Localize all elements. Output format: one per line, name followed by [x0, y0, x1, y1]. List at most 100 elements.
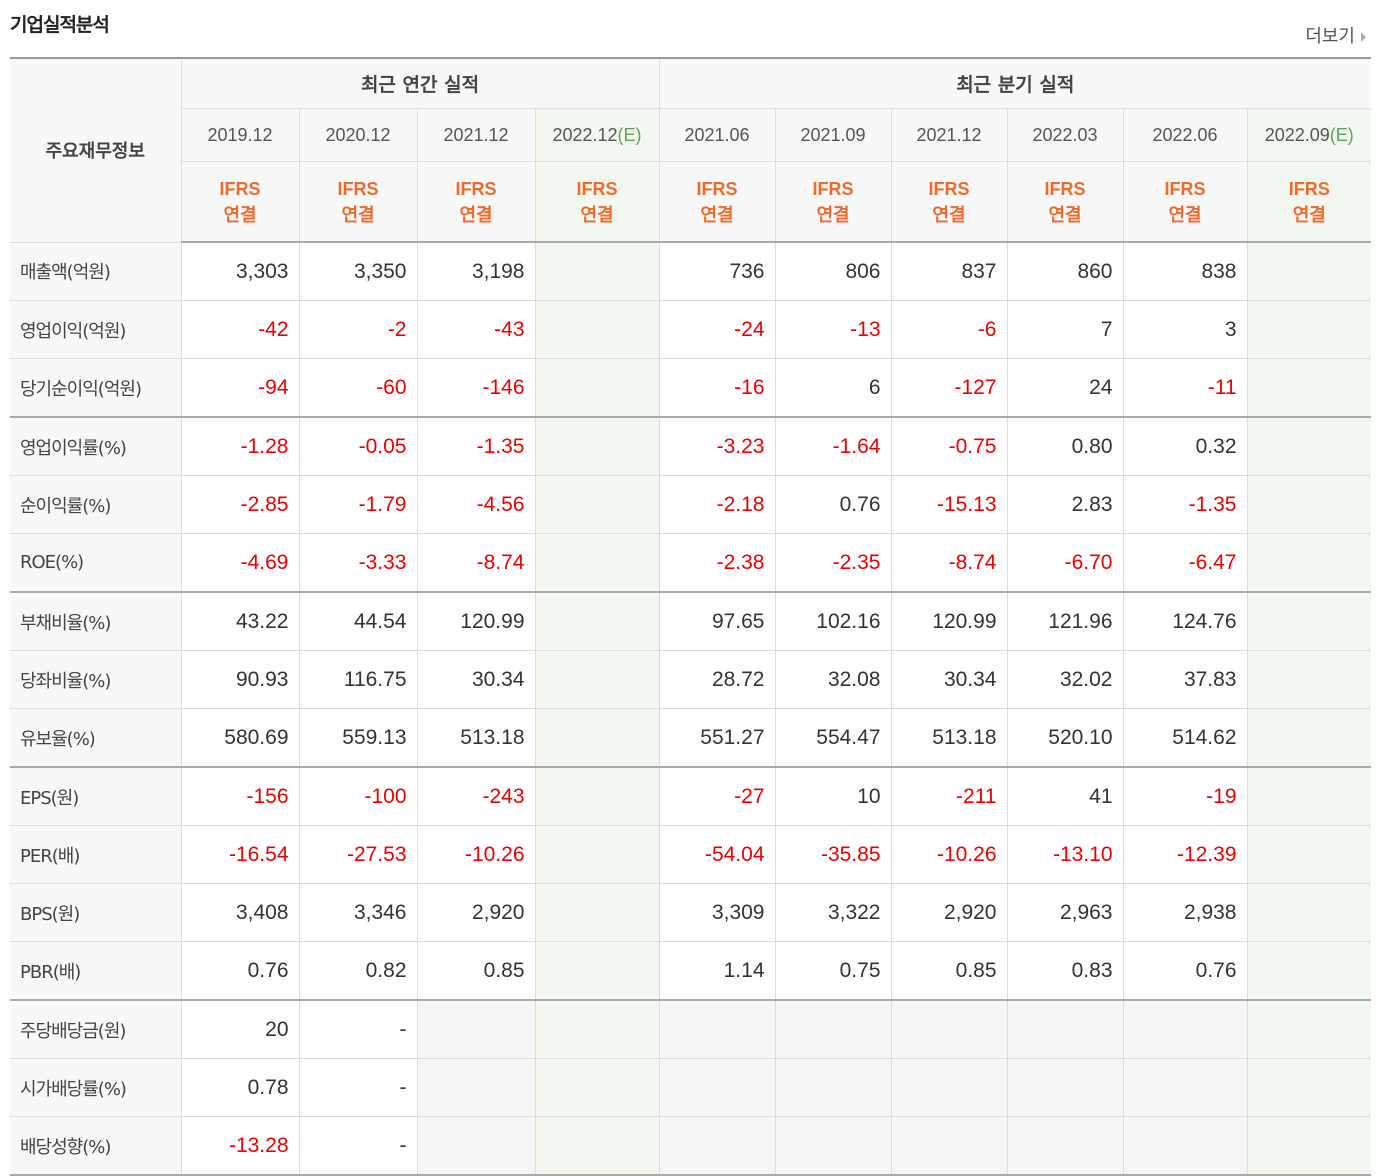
accounting-standard: IFRS — [1044, 178, 1086, 199]
value-cell: 0.85 — [890, 941, 1008, 1001]
value-cell: -8.74 — [890, 533, 1008, 593]
value-cell: 2.83 — [1006, 475, 1124, 534]
value-cell: 0.85 — [416, 941, 536, 1001]
value-cell — [1122, 999, 1248, 1059]
data-row: 당기순이익(억원) -94 -60 -146 -16 6 -127 24 -11 — [10, 358, 1372, 418]
value-cell: 7 — [1006, 300, 1124, 359]
value-cell: 559.13 — [298, 708, 418, 768]
value-cell — [1246, 300, 1372, 359]
value-cell: 0.78 — [180, 1058, 300, 1117]
header-row: 주요재무정보 최근 연간 실적 최근 분기 실적 — [10, 57, 1372, 243]
data-row: 시가배당률(%) 0.78- — [10, 1058, 1372, 1117]
value-cell — [774, 1116, 892, 1176]
row-label: 영업이익(억원) — [10, 300, 182, 359]
value-cell: -94 — [180, 358, 300, 418]
value-cell: 837 — [890, 241, 1008, 301]
row-label: 매출액(억원) — [10, 241, 182, 301]
value-cell: -2 — [298, 300, 418, 359]
value-cell — [1246, 825, 1372, 884]
data-row: BPS(원) 3,408 3,346 2,920 3,309 3,322 2,920 2,96… — [10, 883, 1372, 942]
value-cell: -19 — [1122, 766, 1248, 826]
value-cell: 2,920 — [890, 883, 1008, 942]
value-cell: 520.10 — [1006, 708, 1124, 768]
value-cell: 28.72 — [658, 650, 776, 709]
group-header: 최근 분기 실적 — [658, 57, 1372, 109]
consolidation-scope: 연결 — [932, 204, 966, 225]
value-cell — [534, 999, 660, 1059]
value-cell — [890, 1058, 1008, 1117]
estimate-mark: (E) — [617, 124, 642, 145]
value-cell: -43 — [416, 300, 536, 359]
row-label: 당기순이익(억원) — [10, 358, 182, 418]
value-cell: -2.18 — [658, 475, 776, 534]
accounting-standard: IFRS — [696, 178, 738, 199]
value-cell: -127 — [890, 358, 1008, 418]
period: 2021.06 — [684, 124, 750, 145]
period-header: 2021.09 — [774, 108, 892, 162]
value-cell — [534, 591, 660, 651]
value-cell — [534, 825, 660, 884]
value-cell: 3,303 — [180, 241, 300, 301]
more-link[interactable]: 더보기 — [1305, 22, 1366, 48]
value-cell: -13 — [774, 300, 892, 359]
basis-header: IFRS 연결 — [658, 161, 776, 243]
value-cell: 10 — [774, 766, 892, 826]
value-cell: 838 — [1122, 241, 1248, 301]
row-header: 주요재무정보 — [10, 57, 182, 243]
value-cell: 3 — [1122, 300, 1248, 359]
value-cell: 580.69 — [180, 708, 300, 768]
data-row: 당좌비율(%) 90.93 116.75 30.34 28.72 32.08 30.34 32… — [10, 650, 1372, 709]
data-row: PER(배) -16.54 -27.53 -10.26 -54.04 -35.85 -10.… — [10, 825, 1372, 884]
value-cell — [1246, 416, 1372, 476]
period: 2022.06 — [1152, 124, 1218, 145]
consolidation-scope: 연결 — [580, 204, 614, 225]
value-cell — [1246, 533, 1372, 593]
value-cell: -1.35 — [416, 416, 536, 476]
period: 2022.03 — [1032, 124, 1098, 145]
value-cell: 0.76 — [180, 941, 300, 1001]
value-cell: 3,408 — [180, 883, 300, 942]
row-label: 영업이익률(%) — [10, 416, 182, 476]
value-cell: -3.33 — [298, 533, 418, 593]
value-cell — [658, 1116, 776, 1176]
value-cell — [534, 475, 660, 534]
value-cell — [1246, 708, 1372, 768]
value-cell — [416, 1058, 536, 1117]
row-label: 시가배당률(%) — [10, 1058, 182, 1117]
value-cell: 44.54 — [298, 591, 418, 651]
period: 2022.09 — [1264, 124, 1330, 145]
value-cell: 120.99 — [890, 591, 1008, 651]
row-label: EPS(원) — [10, 766, 182, 826]
value-cell — [534, 358, 660, 418]
value-cell: 37.83 — [1122, 650, 1248, 709]
data-row: 영업이익(억원) -42 -2 -43 -24 -13 -6 7 3 — [10, 300, 1372, 359]
value-cell: -27 — [658, 766, 776, 826]
value-cell: 3,309 — [658, 883, 776, 942]
period-header: 2022.06 — [1122, 108, 1248, 162]
value-cell: 513.18 — [416, 708, 536, 768]
accounting-standard: IFRS — [455, 178, 497, 199]
value-cell: -1.28 — [180, 416, 300, 476]
value-cell: -6.70 — [1006, 533, 1124, 593]
value-cell: 0.80 — [1006, 416, 1124, 476]
period: 2022.12 — [552, 124, 618, 145]
value-cell: 124.76 — [1122, 591, 1248, 651]
value-cell: 43.22 — [180, 591, 300, 651]
period-header: 2022.03 — [1006, 108, 1124, 162]
value-cell — [416, 1116, 536, 1176]
data-row: PBR(배) 0.76 0.82 0.85 1.14 0.75 0.85 0.83 0.76 — [10, 941, 1372, 1001]
value-cell — [1246, 766, 1372, 826]
value-cell: 513.18 — [890, 708, 1008, 768]
value-cell — [1246, 999, 1372, 1059]
value-cell — [658, 1058, 776, 1117]
value-cell — [1246, 941, 1372, 1001]
value-cell — [534, 941, 660, 1001]
period: 2019.12 — [207, 124, 273, 145]
value-cell — [1006, 999, 1124, 1059]
value-cell — [1246, 475, 1372, 534]
accounting-standard: IFRS — [928, 178, 970, 199]
value-cell — [890, 1116, 1008, 1176]
value-cell: 121.96 — [1006, 591, 1124, 651]
value-cell: 736 — [658, 241, 776, 301]
